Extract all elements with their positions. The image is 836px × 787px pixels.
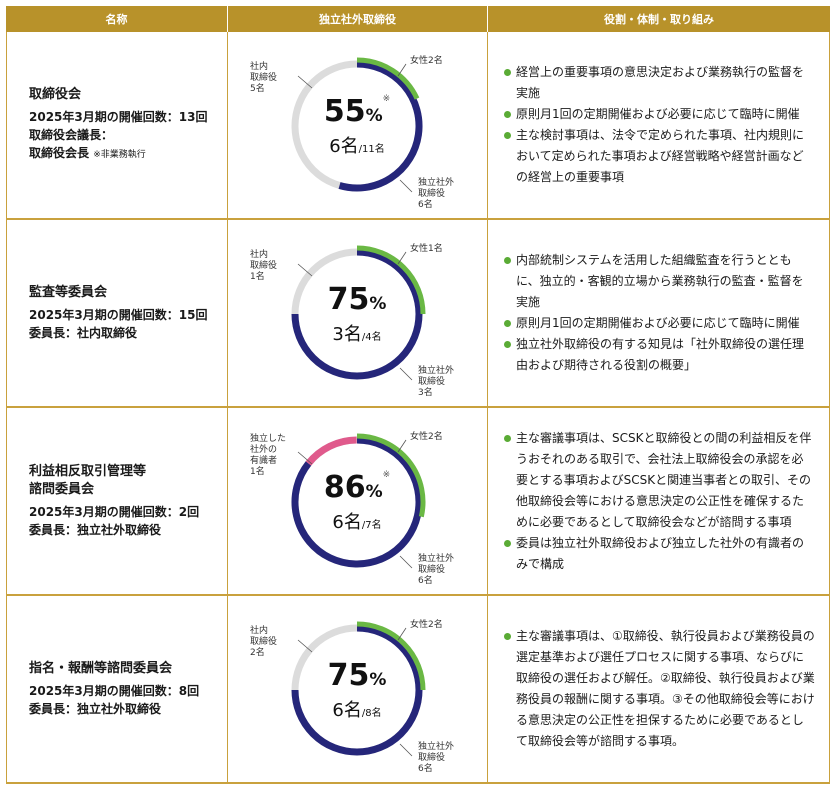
- meeting-count: 2025年3月期の開催回数：2回: [29, 505, 200, 519]
- leader-line-bottom: [399, 179, 413, 193]
- label-inside-directors: 社内 取締役 2名: [250, 626, 278, 658]
- list-item: 経営上の重要事項の意思決定および業務執行の監督を実施: [504, 62, 815, 104]
- table-header: 名称 独立社外取締役 役割・体制・取り組み: [6, 6, 830, 32]
- chair-label: 取締役会議長：: [29, 128, 114, 142]
- chair-label: 委員長：独立社外取締役: [29, 523, 162, 537]
- roles-cell: 主な審議事項は、①取締役、執行役員および業務役員の選定基準および選任プロセスに関…: [488, 596, 830, 782]
- donut-female-arc: [356, 245, 426, 315]
- donut-chart: [291, 57, 423, 193]
- leader-line-top: [397, 63, 407, 77]
- outside-director-count: 6名/11名: [329, 136, 385, 157]
- meeting-count: 2025年3月期の開催回数：13回: [29, 110, 208, 124]
- roles-list: 主な審議事項は、SCSKと取締役との間の利益相反を伴うおそれのある取引で、会社法…: [504, 428, 815, 575]
- leader-line-left: [297, 263, 313, 277]
- header-outside-directors: 独立社外取締役: [228, 6, 488, 32]
- leader-line-top: [397, 627, 407, 641]
- label-outside-directors: 独立社外 取締役 3名: [418, 366, 455, 398]
- meeting-count: 2025年3月期の開催回数：8回: [29, 684, 200, 698]
- roles-cell: 主な審議事項は、SCSKと取締役との間の利益相反を伴うおそれのある取引で、会社法…: [488, 408, 830, 594]
- chair-label: 委員長：独立社外取締役: [29, 702, 162, 716]
- label-female: 女性2名: [410, 56, 443, 66]
- outside-director-count: 6名/8名: [332, 700, 382, 721]
- table-row: 指名・報酬等諮問委員会 2025年3月期の開催回数：8回 委員長：独立社外取締役 社内…: [6, 596, 830, 784]
- donut-outside-director-arc: [291, 624, 423, 756]
- table-row: 取締役会 2025年3月期の開催回数：13回 取締役会議長： 取締役会長 ※非業務執行…: [6, 32, 830, 220]
- committee-title: 取締役会: [29, 87, 82, 102]
- ratio-percent: 75%: [327, 282, 387, 317]
- header-roles: 役割・体制・取り組み: [604, 13, 714, 26]
- roles-list: 主な審議事項は、①取締役、執行役員および業務役員の選定基準および選任プロセスに関…: [504, 626, 815, 752]
- table-row: 利益相反取引管理等 諮問委員会 2025年3月期の開催回数：2回 委員長：独立社外取締…: [6, 408, 830, 596]
- committee-name-cell: 取締役会 2025年3月期の開催回数：13回 取締役会議長： 取締役会長 ※非業務執行: [6, 32, 228, 218]
- donut-female-arc: [356, 433, 426, 518]
- ratio-chart-cell: 社内 取締役 5名 女性2名独立社外 取締役 6名 55%※ 6名/11名: [228, 32, 488, 218]
- leader-line-bottom: [399, 743, 413, 757]
- ratio-percent: 55%※: [323, 94, 391, 129]
- header-name: 名称: [6, 6, 228, 32]
- committee-title: 監査等委員会: [29, 285, 108, 300]
- label-female: 女性2名: [410, 432, 443, 442]
- committee-name-cell: 利益相反取引管理等 諮問委員会 2025年3月期の開催回数：2回 委員長：独立社外取締…: [6, 408, 228, 594]
- list-item: 独立社外取締役の有する知見は「社外取締役の選任理由および期待される役割の概要」: [504, 334, 815, 376]
- committee-name-cell: 指名・報酬等諮問委員会 2025年3月期の開催回数：8回 委員長：独立社外取締役: [6, 596, 228, 782]
- donut-chart: [291, 433, 426, 569]
- label-outside-directors: 独立社外 取締役 6名: [418, 178, 455, 210]
- leader-line-left: [297, 75, 313, 89]
- ratio-percent: 86%※: [323, 470, 391, 505]
- list-item: 委員は独立社外取締役および独立した社外の有識者のみで構成: [504, 533, 815, 575]
- committee-title: 指名・報酬等諮問委員会: [29, 661, 173, 676]
- label-inside-directors: 社内 取締役 5名: [250, 62, 278, 94]
- donut-outside-director-arc: [291, 436, 423, 568]
- roles-list: 経営上の重要事項の意思決定および業務執行の監督を実施 原則月1回の定期開催および必…: [504, 62, 815, 188]
- roles-cell: 内部統制システムを活用した組織監査を行うとともに、独立的・客観的立場から業務執行…: [488, 220, 830, 406]
- list-item: 原則月1回の定期開催および必要に応じて臨時に開催: [504, 313, 815, 334]
- ratio-chart-cell: 社内 取締役 1名 女性1名独立社外 取締役 3名 75% 3名/4名: [228, 220, 488, 406]
- roles-cell: 経営上の重要事項の意思決定および業務執行の監督を実施 原則月1回の定期開催および必…: [488, 32, 830, 218]
- leader-line-bottom: [399, 367, 413, 381]
- leader-line-bottom: [399, 555, 413, 569]
- label-female: 女性1名: [410, 244, 443, 254]
- committee-name-cell: 監査等委員会 2025年3月期の開催回数：15回 委員長：社内取締役: [6, 220, 228, 406]
- roles-list: 内部統制システムを活用した組織監査を行うとともに、独立的・客観的立場から業務執行…: [504, 250, 815, 376]
- chair-label: 委員長：社内取締役: [29, 326, 138, 340]
- ratio-chart-cell: 社内 取締役 2名 女性2名独立社外 取締役 6名 75% 6名/8名: [228, 596, 488, 782]
- label-outside-directors: 独立社外 取締役 6名: [418, 554, 455, 586]
- committee-title: 利益相反取引管理等 諮問委員会: [29, 464, 147, 497]
- meeting-count: 2025年3月期の開催回数：15回: [29, 308, 208, 322]
- list-item: 主な検討事項は、法令で定められた事項、社内規則において定められた事項および経営戦…: [504, 125, 815, 188]
- leader-line-top: [397, 251, 407, 265]
- donut-outside-director-arc: [338, 60, 423, 192]
- donut-chart: [291, 245, 426, 381]
- table-body: 取締役会 2025年3月期の開催回数：13回 取締役会議長： 取締役会長 ※非業務執行…: [6, 32, 830, 784]
- table-row: 監査等委員会 2025年3月期の開催回数：15回 委員長：社内取締役 社内 取締役 1名 女…: [6, 220, 830, 408]
- label-female: 女性2名: [410, 620, 443, 630]
- leader-line-left: [297, 451, 313, 465]
- ratio-percent: 75%: [327, 658, 387, 693]
- list-item: 内部統制システムを活用した組織監査を行うとともに、独立的・客観的立場から業務執行…: [504, 250, 815, 313]
- label-inside-directors: 社内 取締役 1名: [250, 250, 278, 282]
- outside-director-count: 6名/7名: [332, 512, 382, 533]
- list-item: 主な審議事項は、①取締役、執行役員および業務役員の選定基準および選任プロセスに関…: [504, 626, 815, 752]
- donut-female-arc: [356, 621, 426, 691]
- donut-outside-director-arc: [291, 248, 423, 380]
- chair-value: 取締役会長 ※非業務執行: [29, 146, 146, 160]
- governance-table: 名称 独立社外取締役 役割・体制・取り組み 取締役会 2025年3月期の開催回数：…: [6, 6, 830, 784]
- donut-female-arc: [356, 57, 420, 100]
- label-inside-directors: 独立した 社外の 有識者 1名: [250, 434, 287, 477]
- donut-external-expert-arc: [305, 436, 357, 466]
- outside-director-count: 3名/4名: [332, 324, 382, 345]
- list-item: 原則月1回の定期開催および必要に応じて臨時に開催: [504, 104, 815, 125]
- list-item: 主な審議事項は、SCSKと取締役との間の利益相反を伴うおそれのある取引で、会社法…: [504, 428, 815, 533]
- donut-chart: [291, 621, 426, 757]
- ratio-chart-cell: 独立した 社外の 有識者 1名 女性2名独立社外 取締役 6名 86%※ 6名/7名: [228, 408, 488, 594]
- leader-line-top: [397, 439, 407, 453]
- label-outside-directors: 独立社外 取締役 6名: [418, 742, 455, 774]
- leader-line-left: [297, 639, 313, 653]
